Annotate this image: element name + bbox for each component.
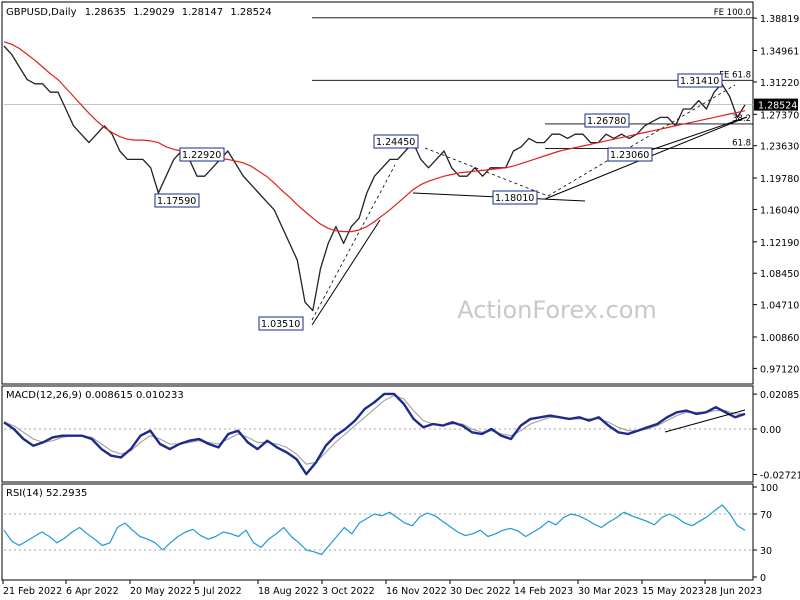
price-label-box (677, 73, 723, 88)
price-series (3, 41, 746, 312)
price-y-axis: 1.38819 1.34961 1.31220 1.27370 1.23630 1.197… (753, 14, 799, 375)
x-tick-label: 15 May 2023 (642, 586, 704, 597)
price-y-tick-label: 1.27370 (760, 110, 799, 121)
x-tick-label: 14 Feb 2023 (514, 586, 573, 597)
symbol-title: GBPUSD,Daily (6, 7, 77, 18)
x-tick-label: 30 Mar 2023 (578, 586, 638, 597)
price-y-tick-label: 0.97120 (760, 364, 799, 375)
x-axis: 21 Feb 2022 6 Apr 2022 20 May 2022 5 Jul 20… (2, 580, 762, 597)
price-label: 1.26780 (587, 116, 626, 127)
x-tick-label: 5 Jul 2022 (194, 586, 242, 597)
price-line (3, 45, 746, 312)
x-tick-label: 28 Jun 2023 (705, 586, 762, 597)
rsi-y-tick-label: 100 (760, 483, 778, 494)
rsi-y-tick-label: 70 (760, 510, 772, 521)
x-tick-label: 20 May 2022 (130, 586, 192, 597)
price-y-tick-label: 1.31220 (760, 78, 799, 89)
price-y-tick-label: 1.08450 (760, 269, 799, 280)
price-label-box (154, 193, 200, 208)
x-tick-label: 16 Nov 2022 (386, 586, 447, 597)
trendline (311, 219, 381, 326)
moving-average-line (3, 41, 746, 233)
price-label-box (179, 147, 225, 162)
price-label: 1.03510 (261, 319, 300, 330)
rsi-panel-title: RSI(14) 52.2935 (6, 488, 87, 499)
price-label-box (492, 190, 538, 205)
ohlc-low: 1.28147 (182, 7, 223, 18)
fib-level-label: 61.8 (732, 138, 751, 148)
rsi-line (3, 504, 746, 556)
price-label: 1.23060 (610, 150, 649, 161)
macd-y-tick-label: 0.020858 (760, 390, 800, 401)
price-level-labels: 1.31410 1.26780 1.24450 1.22920 1.17590 1.230… (154, 73, 723, 331)
price-y-tick-label: 1.19780 (760, 174, 799, 185)
price-label-box (258, 316, 304, 331)
rsi-panel (1, 483, 754, 581)
price-y-tick-label: 1.12190 (760, 238, 799, 249)
price-y-tick-label: 1.38819 (760, 14, 799, 25)
price-y-tick-label: 1.04710 (760, 301, 799, 312)
fib-level-label: FE 61.8 (719, 70, 751, 80)
current-price-label: 1.28524 (758, 101, 797, 112)
x-tick-label: 18 Aug 2022 (258, 586, 319, 597)
macd-line (3, 392, 746, 476)
trendline (644, 116, 748, 153)
macd-y-tick-label: -0.027213 (760, 471, 800, 482)
current-price-tag: 1.28524 (754, 98, 798, 112)
ohlc-high: 1.29029 (133, 7, 174, 18)
price-label: 1.18010 (495, 193, 534, 204)
fib-level-label: FE 100.0 (714, 8, 751, 18)
price-label: 1.31410 (680, 76, 719, 87)
price-y-tick-label: 1.00860 (760, 333, 799, 344)
macd-y-tick-label: 0.00 (760, 425, 781, 436)
price-label-box (607, 147, 653, 162)
watermark: ActionForex.com (457, 296, 657, 324)
macd-panel (1, 385, 754, 483)
rsi-y-tick-label: 30 (760, 546, 772, 557)
projection-line (547, 84, 736, 197)
macd-layer: 0.020858 0.00 -0.027213 (3, 390, 800, 482)
macd-trendline (664, 409, 746, 433)
price-y-tick-label: 1.16040 (760, 205, 799, 216)
projection-line (311, 164, 396, 321)
rsi-layer: 100 70 30 0 (3, 483, 778, 584)
price-panel-title: GBPUSD,Daily 1.28635 1.29029 1.28147 1.2… (6, 7, 272, 18)
price-y-tick-label: 1.23630 (760, 142, 799, 153)
ohlc-open: 1.28635 (85, 7, 126, 18)
x-tick-label: 3 Oct 2022 (322, 586, 375, 597)
rsi-y-tick-label: 0 (760, 573, 766, 584)
price-label: 1.24450 (376, 137, 415, 148)
price-label: 1.22920 (182, 150, 221, 161)
x-tick-label: 30 Dec 2022 (450, 586, 511, 597)
price-label-box (373, 134, 419, 149)
macd-panel-title: MACD(12,26,9) 0.008615 0.010233 (6, 390, 184, 401)
price-label-box (584, 113, 630, 128)
price-label: 1.17590 (157, 196, 196, 207)
price-panel (1, 1, 754, 385)
price-y-tick-label: 1.34961 (760, 47, 799, 58)
x-tick-label: 6 Apr 2022 (66, 586, 119, 597)
x-tick-label: 21 Feb 2022 (3, 586, 62, 597)
ohlc-close: 1.28524 (230, 7, 271, 18)
